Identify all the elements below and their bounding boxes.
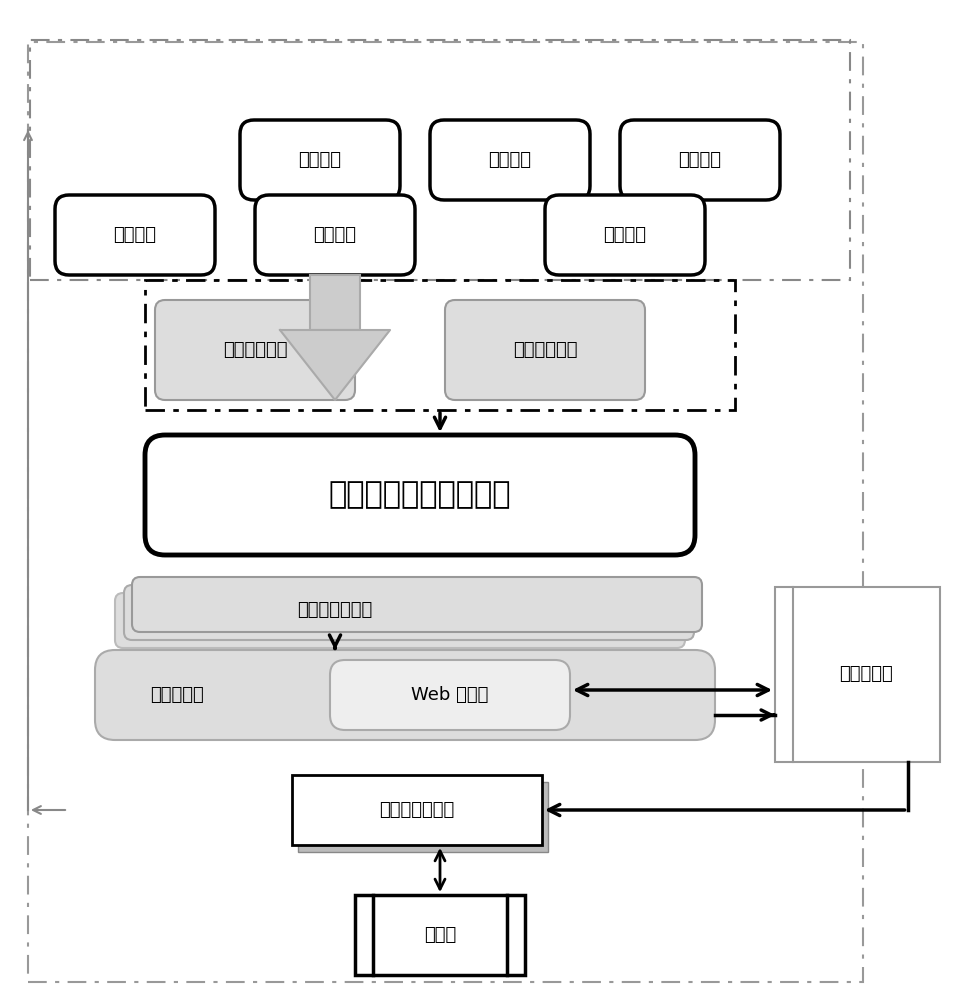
Text: 分布式文件系统: 分布式文件系统	[297, 601, 372, 619]
Bar	[355, 895, 525, 975]
FancyBboxPatch shape	[620, 120, 780, 200]
FancyBboxPatch shape	[255, 195, 415, 275]
Text: 智能电表: 智能电表	[314, 226, 357, 244]
FancyBboxPatch shape	[155, 300, 355, 400]
Polygon shape	[280, 330, 390, 400]
Bar	[775, 587, 940, 762]
Text: Web 中间层: Web 中间层	[411, 686, 488, 704]
Text: 智能电表: 智能电表	[488, 151, 531, 169]
FancyBboxPatch shape	[115, 593, 685, 648]
Text: 智能电表: 智能电表	[604, 226, 647, 244]
FancyBboxPatch shape	[330, 660, 570, 730]
Text: 边缘计算终端: 边缘计算终端	[513, 341, 577, 359]
Bar	[298, 782, 548, 852]
Bar	[310, 275, 360, 330]
Text: 智能电表: 智能电表	[299, 151, 342, 169]
FancyBboxPatch shape	[145, 435, 695, 555]
FancyBboxPatch shape	[124, 585, 694, 640]
Text: 边缘计算终端: 边缘计算终端	[223, 341, 287, 359]
Text: 业务服务层: 业务服务层	[839, 666, 893, 684]
FancyBboxPatch shape	[95, 650, 715, 740]
FancyBboxPatch shape	[445, 300, 645, 400]
Text: 分布式大数据存储集群: 分布式大数据存储集群	[328, 481, 511, 510]
FancyBboxPatch shape	[430, 120, 590, 200]
Bar	[145, 280, 735, 410]
Text: 智能电表: 智能电表	[678, 151, 721, 169]
FancyBboxPatch shape	[132, 577, 702, 632]
Text: 客户端: 客户端	[424, 926, 456, 944]
Bar	[292, 775, 542, 845]
FancyBboxPatch shape	[240, 120, 400, 200]
Text: 基础软件层: 基础软件层	[150, 686, 204, 704]
Bar	[28, 42, 863, 982]
Text: 分组可视化参数: 分组可视化参数	[379, 801, 454, 819]
FancyBboxPatch shape	[545, 195, 705, 275]
Bar	[30, 40, 850, 280]
Text: 智能电表: 智能电表	[113, 226, 156, 244]
FancyBboxPatch shape	[55, 195, 215, 275]
